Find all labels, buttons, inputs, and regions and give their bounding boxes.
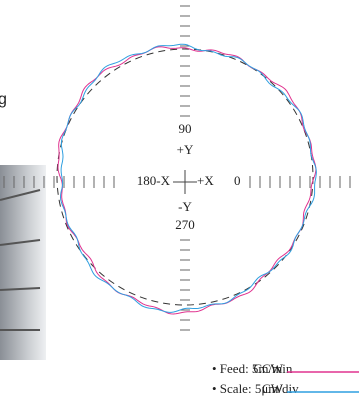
note: • Scale: 5μm/div — [212, 381, 299, 396]
note: • Feed: 5m/min — [212, 361, 293, 376]
axis-label: +Y — [177, 142, 194, 157]
axis-label: 90 — [179, 121, 192, 136]
axis-label: 180-X — [137, 173, 171, 188]
ccw-trace — [57, 46, 317, 315]
legend-label: CCW — [253, 361, 283, 376]
reference-circle — [56, 48, 314, 306]
side-text: g — [0, 91, 7, 108]
axis-label: -Y — [178, 199, 192, 214]
axis-label: +X — [197, 173, 214, 188]
axis-label: 0 — [234, 173, 241, 188]
machine-photo — [0, 165, 46, 360]
legend: CCW CW — [253, 361, 359, 396]
axes — [3, 5, 351, 331]
axis-label: 270 — [175, 217, 195, 232]
cw-trace — [59, 43, 317, 313]
legend-label: CW — [262, 381, 284, 396]
